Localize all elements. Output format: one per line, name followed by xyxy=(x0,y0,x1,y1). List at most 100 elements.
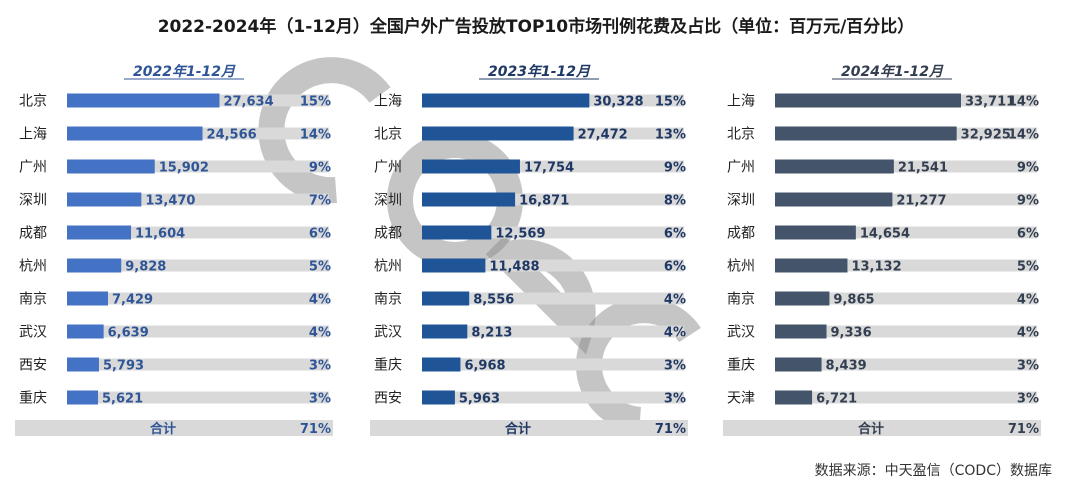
bar xyxy=(422,258,486,273)
value-label: 5,621 xyxy=(102,392,143,407)
total-row xyxy=(370,420,688,436)
share-label: 13% xyxy=(655,128,686,143)
chart-subtitle: 2023年1-12月 xyxy=(488,63,591,80)
category-label: 北京 xyxy=(19,94,47,110)
bar xyxy=(422,390,455,405)
category-label: 重庆 xyxy=(727,358,755,374)
value-label: 9,336 xyxy=(831,326,872,341)
bar xyxy=(422,291,470,306)
share-label: 8% xyxy=(664,194,686,209)
value-label: 17,754 xyxy=(524,161,574,176)
value-label: 27,634 xyxy=(223,95,273,110)
share-label: 4% xyxy=(309,326,331,341)
value-label: 16,871 xyxy=(519,194,569,209)
total-row xyxy=(723,420,1041,436)
bar-track xyxy=(67,358,329,371)
category-label: 广州 xyxy=(727,160,755,176)
value-label: 11,488 xyxy=(489,260,539,275)
bar-track xyxy=(67,259,329,272)
bar xyxy=(775,324,827,339)
share-label: 3% xyxy=(664,359,686,374)
value-label: 14,654 xyxy=(860,227,910,242)
chart-main-title: 2022-2024年（1-12月）全国户外广告投放TOP10市场刊例花费及占比（… xyxy=(157,17,915,37)
total-label: 合计 xyxy=(858,421,884,437)
total-label: 合计 xyxy=(505,421,531,437)
bar-track xyxy=(67,226,329,239)
value-label: 5,963 xyxy=(459,392,500,407)
category-label: 武汉 xyxy=(374,325,402,341)
value-label: 9,828 xyxy=(125,260,166,275)
bar-track xyxy=(422,358,684,371)
bar xyxy=(422,357,461,372)
bar xyxy=(422,159,520,174)
chart-subtitle: 2022年1-12月 xyxy=(133,63,236,80)
value-label: 7,429 xyxy=(112,293,153,308)
share-label: 5% xyxy=(309,260,331,275)
share-label: 6% xyxy=(664,227,686,242)
share-label: 3% xyxy=(309,392,331,407)
share-label: 9% xyxy=(664,161,686,176)
category-label: 成都 xyxy=(727,226,755,242)
panel-2023: 2023年1-12月 上海 30,328 15% 北京 27,472 13% 广州 17,754… xyxy=(370,60,700,437)
category-label: 成都 xyxy=(19,226,47,242)
bar xyxy=(67,192,142,207)
bar xyxy=(775,126,957,141)
value-label: 12,569 xyxy=(495,227,545,242)
category-label: 上海 xyxy=(727,94,755,110)
bar xyxy=(775,93,961,108)
category-label: 杭州 xyxy=(727,259,755,275)
value-label: 15,902 xyxy=(159,161,209,176)
value-label: 21,277 xyxy=(896,194,946,209)
category-label: 上海 xyxy=(374,94,402,110)
source-note: 数据来源：中天盈信（CODC）数据库 xyxy=(814,463,1052,479)
category-label: 重庆 xyxy=(374,358,402,374)
value-label: 6,721 xyxy=(816,392,857,407)
bar-track xyxy=(67,391,329,404)
value-label: 24,566 xyxy=(207,128,257,143)
share-label: 9% xyxy=(1017,161,1039,176)
bar xyxy=(422,126,574,141)
bar xyxy=(67,390,99,405)
panel-2022: 2022年1-12月 北京 27,634 15% 上海 24,566 14% 广州 15,902… xyxy=(15,60,345,437)
value-label: 33,711 xyxy=(965,95,1015,110)
share-label: 5% xyxy=(1017,260,1039,275)
bar xyxy=(775,225,856,240)
bar xyxy=(422,93,590,108)
share-label: 3% xyxy=(664,392,686,407)
category-label: 杭州 xyxy=(19,259,47,275)
share-label: 14% xyxy=(1008,128,1039,143)
share-label: 3% xyxy=(1017,392,1039,407)
value-label: 8,213 xyxy=(471,326,512,341)
share-label: 4% xyxy=(664,293,686,308)
category-label: 南京 xyxy=(374,292,402,308)
total-label: 合计 xyxy=(150,421,176,437)
category-label: 杭州 xyxy=(374,259,402,275)
share-label: 3% xyxy=(309,359,331,374)
category-label: 西安 xyxy=(19,358,47,374)
bar-track xyxy=(775,358,1037,371)
share-label: 3% xyxy=(1017,359,1039,374)
bar-track xyxy=(422,292,684,305)
category-label: 深圳 xyxy=(374,193,402,209)
bar xyxy=(775,258,848,273)
share-label: 7% xyxy=(309,194,331,209)
share-label: 9% xyxy=(309,161,331,176)
bar xyxy=(422,225,492,240)
share-label: 14% xyxy=(1008,95,1039,110)
total-share: 71% xyxy=(1008,422,1039,437)
value-label: 30,328 xyxy=(593,95,643,110)
share-label: 4% xyxy=(1017,326,1039,341)
share-label: 9% xyxy=(1017,194,1039,209)
category-label: 南京 xyxy=(727,292,755,308)
bar xyxy=(775,357,822,372)
total-row xyxy=(15,420,333,436)
bar xyxy=(422,192,516,207)
bar xyxy=(775,390,813,405)
category-label: 重庆 xyxy=(19,391,47,407)
category-label: 深圳 xyxy=(727,193,755,209)
bar xyxy=(67,225,132,240)
chart-subtitle: 2024年1-12月 xyxy=(841,63,944,80)
